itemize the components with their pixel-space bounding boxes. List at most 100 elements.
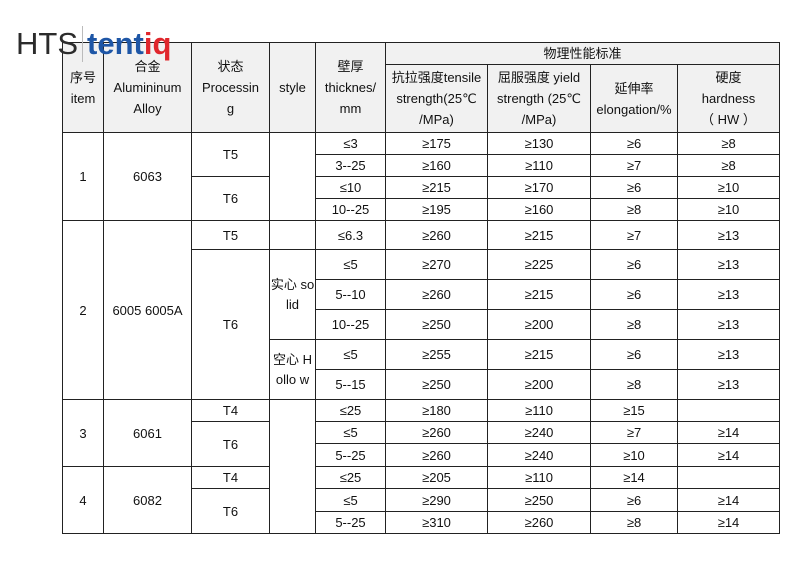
cell-thickness: 5--25	[315, 511, 386, 534]
cell-yield: ≥170	[487, 176, 591, 199]
cell-elongation: ≥8	[590, 198, 678, 221]
cell-elongation: ≥6	[590, 339, 678, 370]
cell-state: T6	[191, 488, 270, 534]
cell-alloy: 6063	[103, 132, 192, 221]
cell-elongation: ≥6	[590, 488, 678, 512]
table-row: 3--25 ≥160 ≥110 ≥7 ≥8	[63, 154, 780, 177]
cell-alloy: 6061	[103, 399, 192, 467]
cell-style	[269, 132, 316, 221]
cell-hardness: ≥13	[677, 279, 780, 310]
cell-elongation: ≥6	[590, 249, 678, 280]
cell-thickness: ≤6.3	[315, 220, 386, 250]
cell-yield: ≥240	[487, 421, 591, 444]
cell-hardness: ≥13	[677, 309, 780, 340]
cell-thickness: 3--25	[315, 154, 386, 177]
cell-tensile: ≥255	[385, 339, 488, 370]
cell-hardness: ≥10	[677, 176, 780, 199]
cell-elongation: ≥15	[590, 399, 678, 422]
cell-hardness	[677, 466, 780, 489]
cell-thickness: ≤5	[315, 488, 386, 512]
logo-divider	[82, 26, 83, 62]
logo-iq: iq	[143, 26, 172, 61]
cell-tensile: ≥180	[385, 399, 488, 422]
header-item: 序号 item	[62, 42, 104, 133]
cell-yield: ≥225	[487, 249, 591, 280]
cell-tensile: ≥250	[385, 309, 488, 340]
header-style: style	[269, 42, 316, 133]
cell-hardness: ≥8	[677, 154, 780, 177]
cell-hardness: ≥14	[677, 443, 780, 467]
cell-thickness: ≤5	[315, 249, 386, 280]
cell-style: 实心 solid	[269, 249, 316, 340]
cell-hardness: ≥13	[677, 339, 780, 370]
cell-tensile: ≥260	[385, 421, 488, 444]
table-row: 5--25 ≥310 ≥260 ≥8 ≥14	[63, 511, 780, 534]
table-row: T6 实心 solid ≤5 ≥270 ≥225 ≥6 ≥13	[63, 249, 780, 400]
cell-thickness: 5--15	[315, 369, 386, 400]
cell-thickness: 5--10	[315, 279, 386, 310]
cell-style	[269, 399, 316, 534]
cell-elongation: ≥8	[590, 511, 678, 534]
cell-yield: ≥215	[487, 220, 591, 250]
cell-hardness: ≥13	[677, 369, 780, 400]
cell-elongation: ≥6	[590, 176, 678, 199]
header-elongation: 延伸率 elongation/%	[590, 64, 678, 133]
table-row: 空心 Hollo w ≤5 ≥255 ≥215 ≥6 ≥13	[63, 339, 780, 400]
cell-tensile: ≥195	[385, 198, 488, 221]
header-state: 状态 Processin g	[191, 42, 270, 133]
table-row: 5--15 ≥250 ≥200 ≥8 ≥13	[63, 369, 780, 400]
cell-item: 1	[62, 132, 104, 221]
cell-thickness: ≤25	[315, 466, 386, 489]
cell-yield: ≥130	[487, 132, 591, 155]
cell-yield: ≥250	[487, 488, 591, 512]
cell-tensile: ≥205	[385, 466, 488, 489]
cell-item: 3	[62, 399, 104, 467]
cell-tensile: ≥260	[385, 443, 488, 467]
cell-thickness: 10--25	[315, 198, 386, 221]
logo: HTS tent iq	[16, 26, 171, 62]
cell-state: T4	[191, 466, 270, 489]
cell-state: T5	[191, 220, 270, 250]
alloy-properties-table: 序号 item 合金 Alumininum Alloy 状态 Processin g st…	[62, 42, 780, 534]
cell-hardness: ≥8	[677, 132, 780, 155]
cell-hardness: ≥14	[677, 421, 780, 444]
table-row: T6 ≤10 ≥215 ≥170 ≥6 ≥10	[63, 176, 780, 221]
cell-elongation: ≥7	[590, 421, 678, 444]
cell-elongation: ≥8	[590, 369, 678, 400]
header-yield: 屈服强度 yield strength (25℃/MPa)	[487, 64, 591, 133]
cell-state: T5	[191, 132, 270, 177]
cell-thickness: ≤10	[315, 176, 386, 199]
cell-elongation: ≥7	[590, 154, 678, 177]
cell-tensile: ≥175	[385, 132, 488, 155]
table-row: 1 6063 T5 ≤3 ≥175 ≥130 ≥6 ≥8	[62, 132, 780, 221]
table-row: 5--25 ≥260 ≥240 ≥10 ≥14	[63, 443, 780, 467]
cell-yield: ≥200	[487, 369, 591, 400]
cell-yield: ≥110	[487, 399, 591, 422]
cell-thickness: ≤5	[315, 339, 386, 370]
cell-item: 4	[62, 466, 104, 534]
cell-yield: ≥240	[487, 443, 591, 467]
cell-elongation: ≥14	[590, 466, 678, 489]
cell-hardness: ≥14	[677, 511, 780, 534]
cell-state: T4	[191, 399, 270, 422]
cell-yield: ≥200	[487, 309, 591, 340]
cell-tensile: ≥290	[385, 488, 488, 512]
cell-yield: ≥160	[487, 198, 591, 221]
logo-hts: HTS	[16, 26, 78, 61]
cell-tensile: ≥260	[385, 279, 488, 310]
cell-state: T6	[191, 249, 270, 400]
cell-hardness	[677, 399, 780, 422]
table-row: 3 6061 T4 ≤25 ≥180 ≥110 ≥15	[62, 399, 780, 534]
cell-elongation: ≥8	[590, 309, 678, 340]
cell-hardness: ≥13	[677, 220, 780, 250]
cell-tensile: ≥310	[385, 511, 488, 534]
cell-tensile: ≥250	[385, 369, 488, 400]
header-thickness: 壁厚 thicknes/mm	[315, 42, 386, 133]
cell-style: 空心 Hollo w	[269, 339, 316, 400]
cell-tensile: ≥160	[385, 154, 488, 177]
cell-hardness: ≥13	[677, 249, 780, 280]
cell-elongation: ≥10	[590, 443, 678, 467]
logo-tent: tent	[87, 26, 144, 61]
cell-thickness: ≤5	[315, 421, 386, 444]
table-row: 2 6005 6005A T5 ≤6.3 ≥260 ≥215 ≥7 ≥13	[62, 220, 780, 400]
